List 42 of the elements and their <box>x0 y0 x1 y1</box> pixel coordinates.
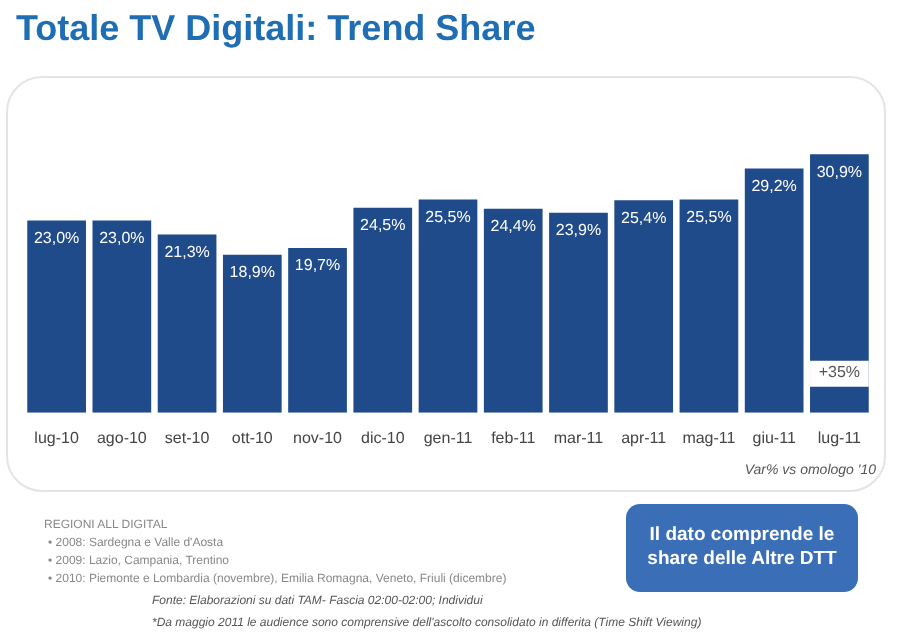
data-label: 23,0% <box>33 228 80 247</box>
data-label: 18,9% <box>229 263 275 282</box>
data-label: 25,5% <box>686 207 732 226</box>
bar <box>418 199 478 413</box>
x-tick-label: ott-10 <box>231 428 274 447</box>
x-tick-label: apr-11 <box>621 428 668 447</box>
x-tick-label: ago-10 <box>96 428 148 447</box>
bar <box>483 208 543 413</box>
bar <box>614 200 674 413</box>
annotation: +35% <box>818 363 861 382</box>
data-label: 25,4% <box>621 208 667 227</box>
bar <box>744 168 804 413</box>
bar <box>27 220 86 413</box>
bar <box>92 220 152 413</box>
bar <box>810 154 869 413</box>
x-tick-label: mag-11 <box>682 428 737 447</box>
x-tick-label: nov-10 <box>293 428 344 447</box>
x-tick-label: gen-11 <box>423 428 474 447</box>
chart-title: Totale TV Digitali: Trend Share <box>16 8 536 50</box>
bar <box>157 234 217 413</box>
bar <box>549 212 608 413</box>
x-tick-label: dic-10 <box>360 428 406 447</box>
data-label: 23,9% <box>555 221 602 240</box>
x-tick-label: lug-11 <box>817 428 863 447</box>
data-label: 25,5% <box>425 207 471 226</box>
bar <box>288 248 347 413</box>
data-label: 21,3% <box>164 243 210 262</box>
data-label: 24,4% <box>490 217 536 236</box>
x-tick-label: lug-10 <box>34 428 80 447</box>
x-tick-label: feb-11 <box>491 428 537 447</box>
bar <box>222 254 282 413</box>
bar <box>679 199 739 413</box>
x-tick-label: mar-11 <box>553 428 605 447</box>
x-tick-label: set-10 <box>164 428 211 447</box>
data-label: 30,9% <box>816 162 863 181</box>
text: Il dato comprende le share delle Altre DTT <box>626 504 858 592</box>
data-label: 19,7% <box>294 256 341 275</box>
data-label: 23,0% <box>99 228 145 247</box>
x-tick-label: giu-11 <box>752 428 797 447</box>
data-label: 29,2% <box>751 176 797 195</box>
data-label: 24,5% <box>360 216 406 235</box>
bar <box>353 207 413 413</box>
